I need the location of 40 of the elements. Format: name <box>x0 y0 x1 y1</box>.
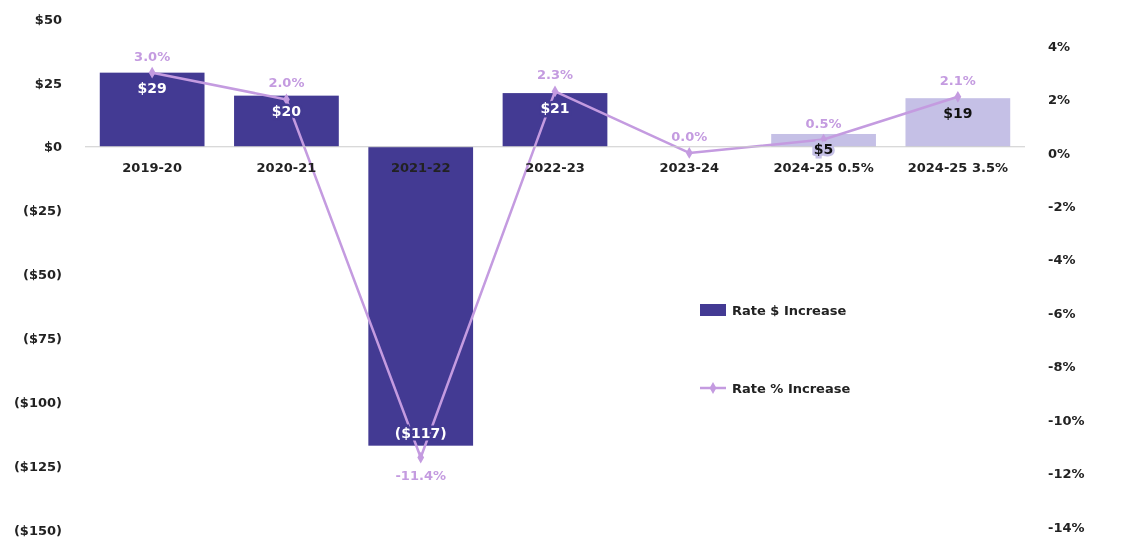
bar <box>368 146 474 446</box>
data-label: $29 <box>137 79 167 96</box>
x-tick-label: 2019-20 <box>122 159 182 175</box>
y2-tick-label: -4% <box>1048 252 1076 268</box>
y-tick-label: ($25) <box>22 203 62 219</box>
y-tick-label: ($125) <box>13 458 62 474</box>
data-label: 2.1% <box>939 72 976 88</box>
y-tick-label: ($100) <box>13 394 62 410</box>
y-tick-label: $0 <box>43 139 62 155</box>
data-label: 0.0% <box>671 128 708 144</box>
y2-tick-label: -10% <box>1048 412 1085 428</box>
y-tick-label: ($75) <box>22 331 62 347</box>
y2-tick-label: -8% <box>1048 359 1076 375</box>
data-label: 3.0% <box>134 48 171 64</box>
y2-tick-label: -6% <box>1048 305 1076 321</box>
y2-tick-label: -14% <box>1048 519 1085 535</box>
x-tick-label: 2021-22 <box>390 159 451 175</box>
y-tick-label: $25 <box>34 75 62 91</box>
y2-tick-label: 4% <box>1048 38 1071 54</box>
y2-tick-label: -12% <box>1048 466 1085 482</box>
x-tick-label: 2024-25 3.5% <box>907 159 1008 175</box>
legend-label: Rate % Increase <box>732 381 851 396</box>
data-label: 0.5% <box>805 115 842 131</box>
y2-tick-label: -2% <box>1048 198 1076 214</box>
y2-tick-label: 0% <box>1048 145 1071 161</box>
y2-tick-label: 2% <box>1048 92 1071 108</box>
x-tick-label: 2023-24 <box>659 159 720 175</box>
data-label: -11.4% <box>395 467 446 483</box>
legend-label: Rate $ Increase <box>732 303 847 318</box>
x-tick-label: 2024-25 0.5% <box>773 159 874 175</box>
x-tick-label: 2020-21 <box>256 159 317 175</box>
data-label: 2.0% <box>268 75 305 91</box>
bar <box>99 72 205 147</box>
y-tick-label: ($50) <box>22 267 62 283</box>
y-tick-label: $50 <box>34 11 62 27</box>
data-label: $19 <box>943 105 973 122</box>
data-label: $5 <box>813 140 834 157</box>
y-tick-label: ($150) <box>13 522 62 538</box>
x-tick-label: 2022-23 <box>525 159 585 175</box>
data-label: 2.3% <box>536 67 574 83</box>
